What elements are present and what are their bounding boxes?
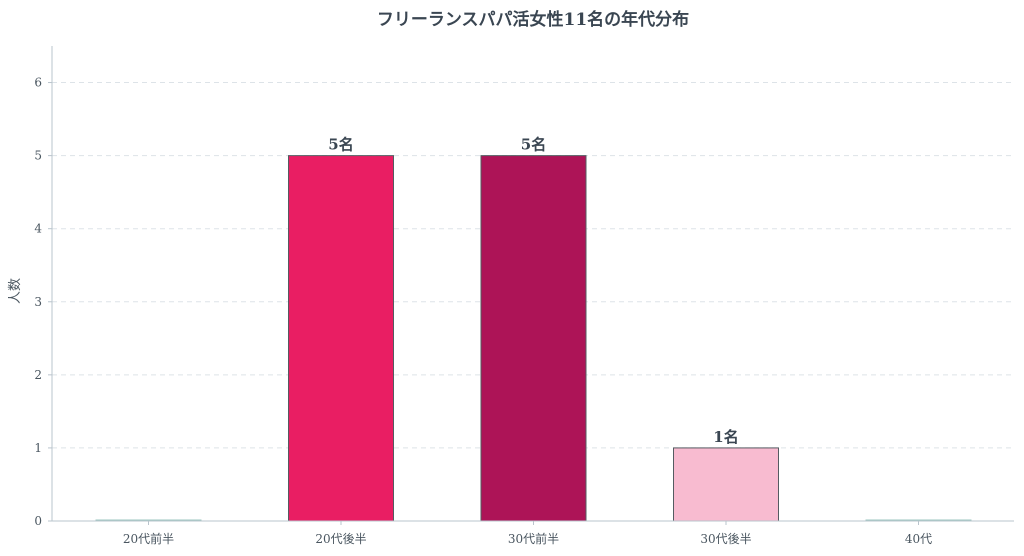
y-tick-label: 6 xyxy=(34,76,42,90)
y-tick-label: 5 xyxy=(34,149,42,163)
bar xyxy=(673,447,779,522)
y-axis-label: 人数 xyxy=(8,278,23,304)
data-label: 5名 xyxy=(521,136,546,154)
x-tick-label: 20代前半 xyxy=(123,531,174,546)
x-tick-label: 30代前半 xyxy=(508,531,559,546)
chart-title: フリーランスパパ活女性11名の年代分布 xyxy=(377,9,689,30)
y-tick-label: 1 xyxy=(34,441,42,455)
x-ticks: 20代前半 20代後半 30代前半 30代後半 40代 xyxy=(123,521,932,546)
data-label: 5名 xyxy=(328,136,353,154)
data-labels: 5名 5名 1名 xyxy=(328,136,738,446)
bar xyxy=(288,155,394,522)
y-tick-label: 3 xyxy=(34,295,42,309)
bar xyxy=(480,155,587,522)
x-tick-label: 30代後半 xyxy=(700,532,751,546)
y-tick-label: 4 xyxy=(34,222,42,236)
y-tick-label: 2 xyxy=(34,368,42,382)
bars xyxy=(95,155,972,522)
y-tick-label: 0 xyxy=(34,514,42,528)
y-ticks: 0 1 2 3 4 5 6 xyxy=(34,76,52,528)
x-tick-label: 40代 xyxy=(905,532,932,546)
x-tick-label: 20代後半 xyxy=(315,532,366,546)
data-label: 1名 xyxy=(713,428,738,446)
